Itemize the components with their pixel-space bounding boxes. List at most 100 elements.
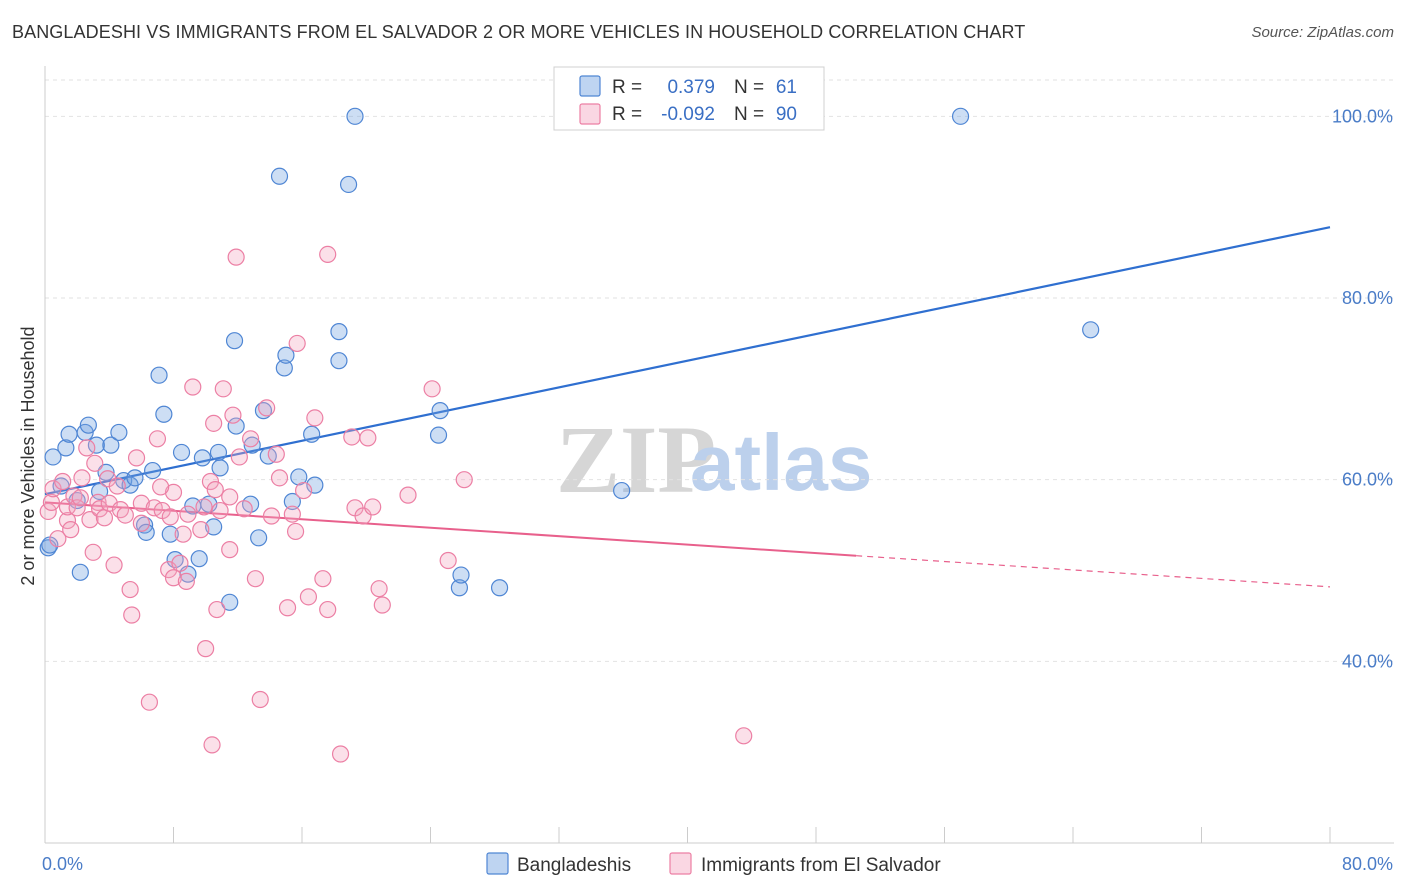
point-el-salvador [227, 248, 245, 266]
point-el-salvador [127, 449, 146, 467]
point-el-salvador [71, 489, 89, 507]
point-el-salvador [111, 501, 130, 519]
y-axis-title: 2 or more Vehicles in Household [18, 326, 38, 585]
trend-line-el-salvador-extrapolated [856, 555, 1331, 588]
point-el-salvador [364, 498, 382, 516]
point-bangladeshis [613, 481, 631, 500]
point-bangladeshis [110, 423, 128, 442]
point-el-salvador [49, 530, 67, 548]
point-bangladeshis [60, 425, 78, 443]
point-el-salvador [121, 580, 139, 599]
point-el-salvador [164, 483, 183, 501]
series-legend-label-bangladeshis: Bangladeshis [517, 855, 631, 876]
point-bangladeshis [490, 579, 509, 597]
point-bangladeshis [243, 436, 261, 454]
point-bangladeshis [155, 405, 173, 423]
point-el-salvador [399, 486, 417, 504]
point-el-salvador [132, 514, 150, 532]
point-bangladeshis [225, 332, 244, 350]
point-el-salvador [242, 430, 260, 448]
point-el-salvador [319, 600, 337, 619]
legend-swatch-bangladeshis [579, 75, 601, 97]
point-el-salvador [235, 500, 253, 518]
legend-n-value-bangladeshis: 61 [776, 77, 797, 98]
point-el-salvador [68, 499, 86, 517]
legend-r-label: R = [612, 104, 642, 125]
point-bangladeshis [283, 492, 301, 511]
point-bangladeshis [144, 461, 162, 480]
point-el-salvador [283, 505, 301, 523]
point-el-salvador [78, 439, 96, 457]
legend-r-value-el-salvador: -0.092 [661, 104, 715, 125]
point-el-salvador [108, 477, 126, 495]
y-tick-label: 40.0% [1342, 651, 1393, 671]
point-bangladeshis [339, 175, 358, 194]
x-tick-labels: 0.0% 80.0% [42, 854, 1393, 874]
legend-r-value-bangladeshis: 0.379 [667, 77, 715, 98]
point-bangladeshis [275, 359, 293, 377]
point-bangladeshis [221, 593, 239, 611]
point-bangladeshis [91, 482, 109, 501]
point-el-salvador [246, 570, 265, 588]
point-bangladeshis [79, 416, 97, 434]
point-el-salvador [299, 588, 318, 606]
point-el-salvador [203, 736, 221, 754]
series-legend-swatch-bangladeshis [486, 852, 509, 875]
point-bangladeshis [450, 579, 469, 597]
point-el-salvador [132, 494, 150, 512]
y-tick-label: 80.0% [1342, 288, 1393, 308]
point-el-salvador [370, 580, 388, 598]
point-el-salvador [39, 502, 57, 521]
point-el-salvador [258, 399, 276, 417]
point-el-salvador [267, 445, 285, 463]
point-el-salvador [201, 472, 220, 491]
point-bangladeshis [161, 525, 179, 543]
point-bangladeshis [330, 323, 348, 341]
point-el-salvador [455, 471, 473, 489]
point-el-salvador [211, 501, 229, 520]
gridlines [45, 79, 1394, 662]
y-tick-label: 100.0% [1332, 106, 1393, 126]
point-el-salvador [91, 500, 109, 518]
point-el-salvador [288, 334, 306, 353]
chart-title: BANGLADESHI VS IMMIGRANTS FROM EL SALVAD… [12, 22, 1026, 42]
point-el-salvador [343, 428, 361, 446]
point-el-salvador [197, 640, 215, 658]
point-el-salvador [179, 505, 197, 523]
point-el-salvador [148, 430, 167, 448]
series-legend: Bangladeshis Immigrants from El Salvador [486, 852, 941, 876]
point-el-salvador [73, 469, 91, 487]
point-bangladeshis [306, 476, 324, 494]
point-el-salvador [295, 481, 313, 500]
point-bangladeshis [209, 443, 228, 462]
point-el-salvador [735, 727, 753, 745]
point-el-salvador [42, 493, 61, 511]
watermark: ZIP atlas [556, 406, 872, 513]
point-bangladeshis [227, 417, 245, 435]
point-el-salvador [86, 454, 104, 472]
legend-r-label: R = [612, 77, 642, 98]
point-bangladeshis [951, 107, 970, 125]
point-bangladeshis [137, 523, 155, 541]
point-el-salvador [319, 245, 337, 263]
legend-n-value-el-salvador: 90 [776, 104, 797, 125]
point-el-salvador [164, 569, 183, 587]
point-el-salvador [171, 554, 189, 572]
point-el-salvador [224, 406, 242, 424]
legend-swatch-el-salvador [579, 103, 601, 125]
point-bangladeshis [277, 346, 295, 364]
point-el-salvador [214, 380, 232, 398]
data-points [39, 107, 1100, 763]
x-tick-label: 0.0% [42, 854, 83, 874]
point-el-salvador [206, 481, 224, 499]
point-bangladeshis [1082, 321, 1100, 339]
point-el-salvador [423, 380, 441, 398]
point-bangladeshis [190, 550, 208, 568]
point-bangladeshis [452, 566, 470, 584]
point-bangladeshis [172, 443, 191, 462]
point-el-salvador [54, 472, 72, 491]
source-credit: Source: ZipAtlas.com [1251, 24, 1394, 41]
point-bangladeshis [431, 402, 449, 420]
y-tick-label: 60.0% [1342, 470, 1393, 490]
